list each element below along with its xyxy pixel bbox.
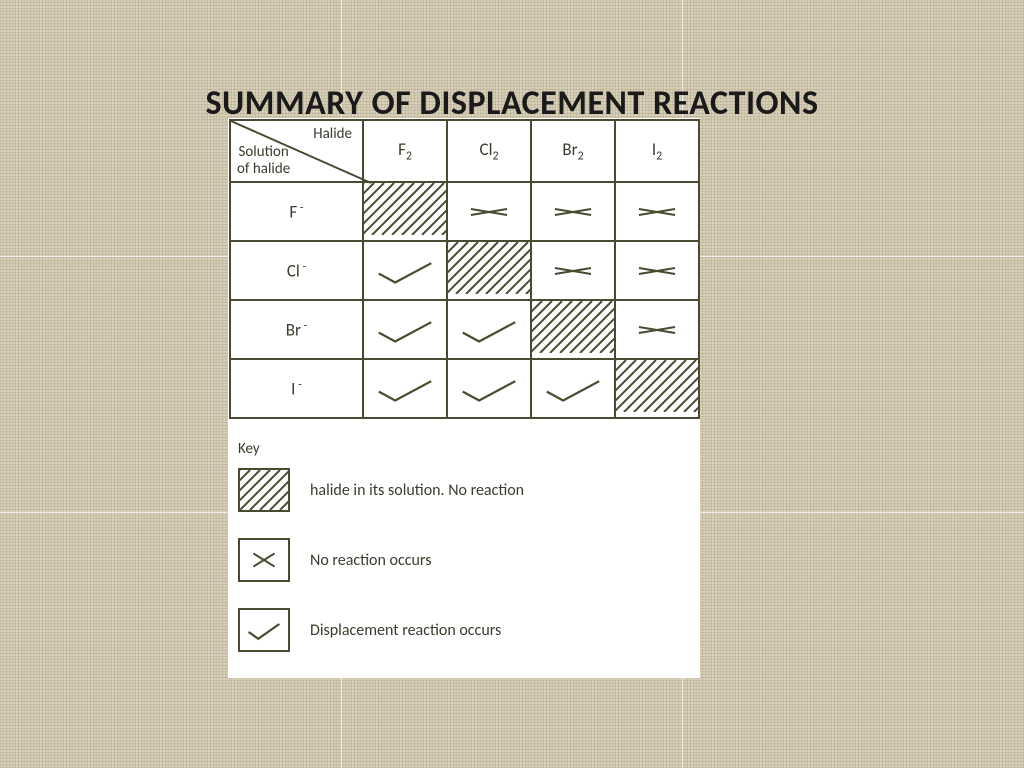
header-corner: Halide Solutionof halide [230,120,363,182]
cell-check [531,359,615,418]
cell-check [447,300,531,359]
cell-check [363,241,447,300]
row-header: Br - [230,300,363,359]
cell-check [447,359,531,418]
column-header: F2 [363,120,447,182]
legend-item: halide in its solution. No reaction [238,468,678,512]
cell-hatch [363,182,447,241]
cell-check [363,359,447,418]
column-header: Br2 [531,120,615,182]
content-panel: Halide Solutionof halide F2Cl2Br2I2 F -Cl -… [228,118,700,678]
cell-hatch [615,359,699,418]
row-header: F - [230,182,363,241]
legend-check-icon [238,608,290,652]
legend-hatch-icon [238,468,290,512]
row-header: I - [230,359,363,418]
cell-cross [615,300,699,359]
legend-label: No reaction occurs [310,551,431,570]
cell-cross [447,182,531,241]
legend-item: No reaction occurs [238,538,678,582]
cell-cross [531,241,615,300]
column-header: I2 [615,120,699,182]
cell-check [363,300,447,359]
legend-cross-icon [238,538,290,582]
legend-item: Displacement reaction occurs [238,608,678,652]
legend: Key halide in its solution. No reaction N… [238,440,678,678]
cell-cross [615,241,699,300]
column-header: Cl2 [447,120,531,182]
cell-cross [615,182,699,241]
cell-hatch [447,241,531,300]
header-bottom-label: Solutionof halide [237,144,290,177]
reaction-table: Halide Solutionof halide F2Cl2Br2I2 F -Cl -… [229,119,700,419]
cell-cross [531,182,615,241]
row-header: Cl - [230,241,363,300]
legend-title: Key [238,440,678,458]
header-top-label: Halide [313,125,352,143]
legend-label: Displacement reaction occurs [310,621,501,640]
legend-label: halide in its solution. No reaction [310,481,524,500]
cell-hatch [531,300,615,359]
